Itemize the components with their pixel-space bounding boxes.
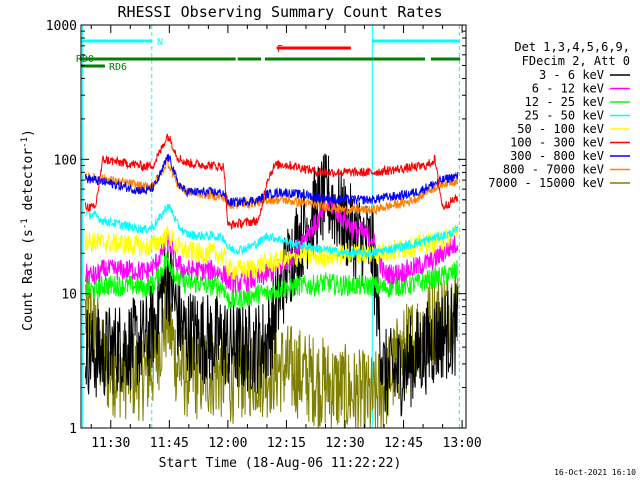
x-tick-label: 12:30 <box>325 436 364 451</box>
legend-entry-label: 25 - 50 keV <box>525 109 604 123</box>
legend-entry-label: 50 - 100 keV <box>517 122 604 136</box>
x-axis-label: Start Time (18-Aug-06 11:22:22) <box>159 456 402 471</box>
x-tick-label: 11:45 <box>150 436 189 451</box>
legend: Det 1,3,4,5,6,9, FDecim 2, Att 0 3 - 6 k… <box>488 40 630 190</box>
series-line <box>84 153 459 207</box>
y-axis-label-exponent: -1 <box>20 218 30 229</box>
plot-frame <box>80 24 467 429</box>
y-axis-label-main: Count Rate (s <box>21 229 36 331</box>
flag-bars: N F RD0 RD6 <box>76 37 461 73</box>
series-line <box>84 153 459 417</box>
flag-label: F <box>277 44 283 55</box>
series-line <box>84 158 459 216</box>
y-axis-label-tail: detector <box>21 148 36 219</box>
legend-entry-label: 300 - 800 keV <box>510 149 604 163</box>
legend-entry-label: 12 - 25 keV <box>525 95 604 109</box>
flag-label: RD0 <box>76 54 94 65</box>
flag-label: RD6 <box>109 62 127 73</box>
y-tick-label: 1000 <box>46 19 77 34</box>
chart-title: RHESSI Observing Summary Count Rates <box>117 3 442 21</box>
plot-area <box>82 25 460 428</box>
series-group <box>84 133 459 428</box>
series-line <box>84 268 459 428</box>
x-tick-label: 13:00 <box>443 436 482 451</box>
legend-header-line-1: Det 1,3,4,5,6,9, <box>514 40 630 54</box>
series-line <box>84 133 459 230</box>
legend-entry-label: 3 - 6 keV <box>539 68 604 82</box>
axes: 1 10 100 1000 11:30 11:45 12:00 12:15 12:30 12:45… <box>46 19 482 451</box>
legend-header-line-2: FDecim 2, Att 0 <box>522 54 630 68</box>
flag-label: N <box>157 37 163 48</box>
y-tick-label: 1 <box>69 422 77 437</box>
series-line <box>84 252 459 309</box>
x-tick-label: 12:15 <box>267 436 306 451</box>
legend-entry-label: 800 - 7000 keV <box>503 163 604 177</box>
footer-date: 16-Oct-2021 16:10 <box>554 468 636 477</box>
x-tick-label: 12:45 <box>384 436 423 451</box>
y-tick-label: 100 <box>54 153 77 168</box>
series-line <box>84 191 459 294</box>
x-tick-label: 12:00 <box>208 436 247 451</box>
legend-entry-label: 7000 - 15000 keV <box>488 176 604 190</box>
series-line <box>84 203 459 260</box>
legend-entry-label: 100 - 300 keV <box>510 136 604 150</box>
y-axis-label-exponent-2: -1 <box>20 137 30 148</box>
legend-entry-label: 6 - 12 keV <box>532 82 604 96</box>
y-axis-label: Count Rate (s-1 detector-1) <box>20 129 36 331</box>
y-tick-label: 10 <box>61 288 77 303</box>
y-axis-label-close: ) <box>21 129 36 137</box>
x-tick-label: 11:30 <box>91 436 130 451</box>
